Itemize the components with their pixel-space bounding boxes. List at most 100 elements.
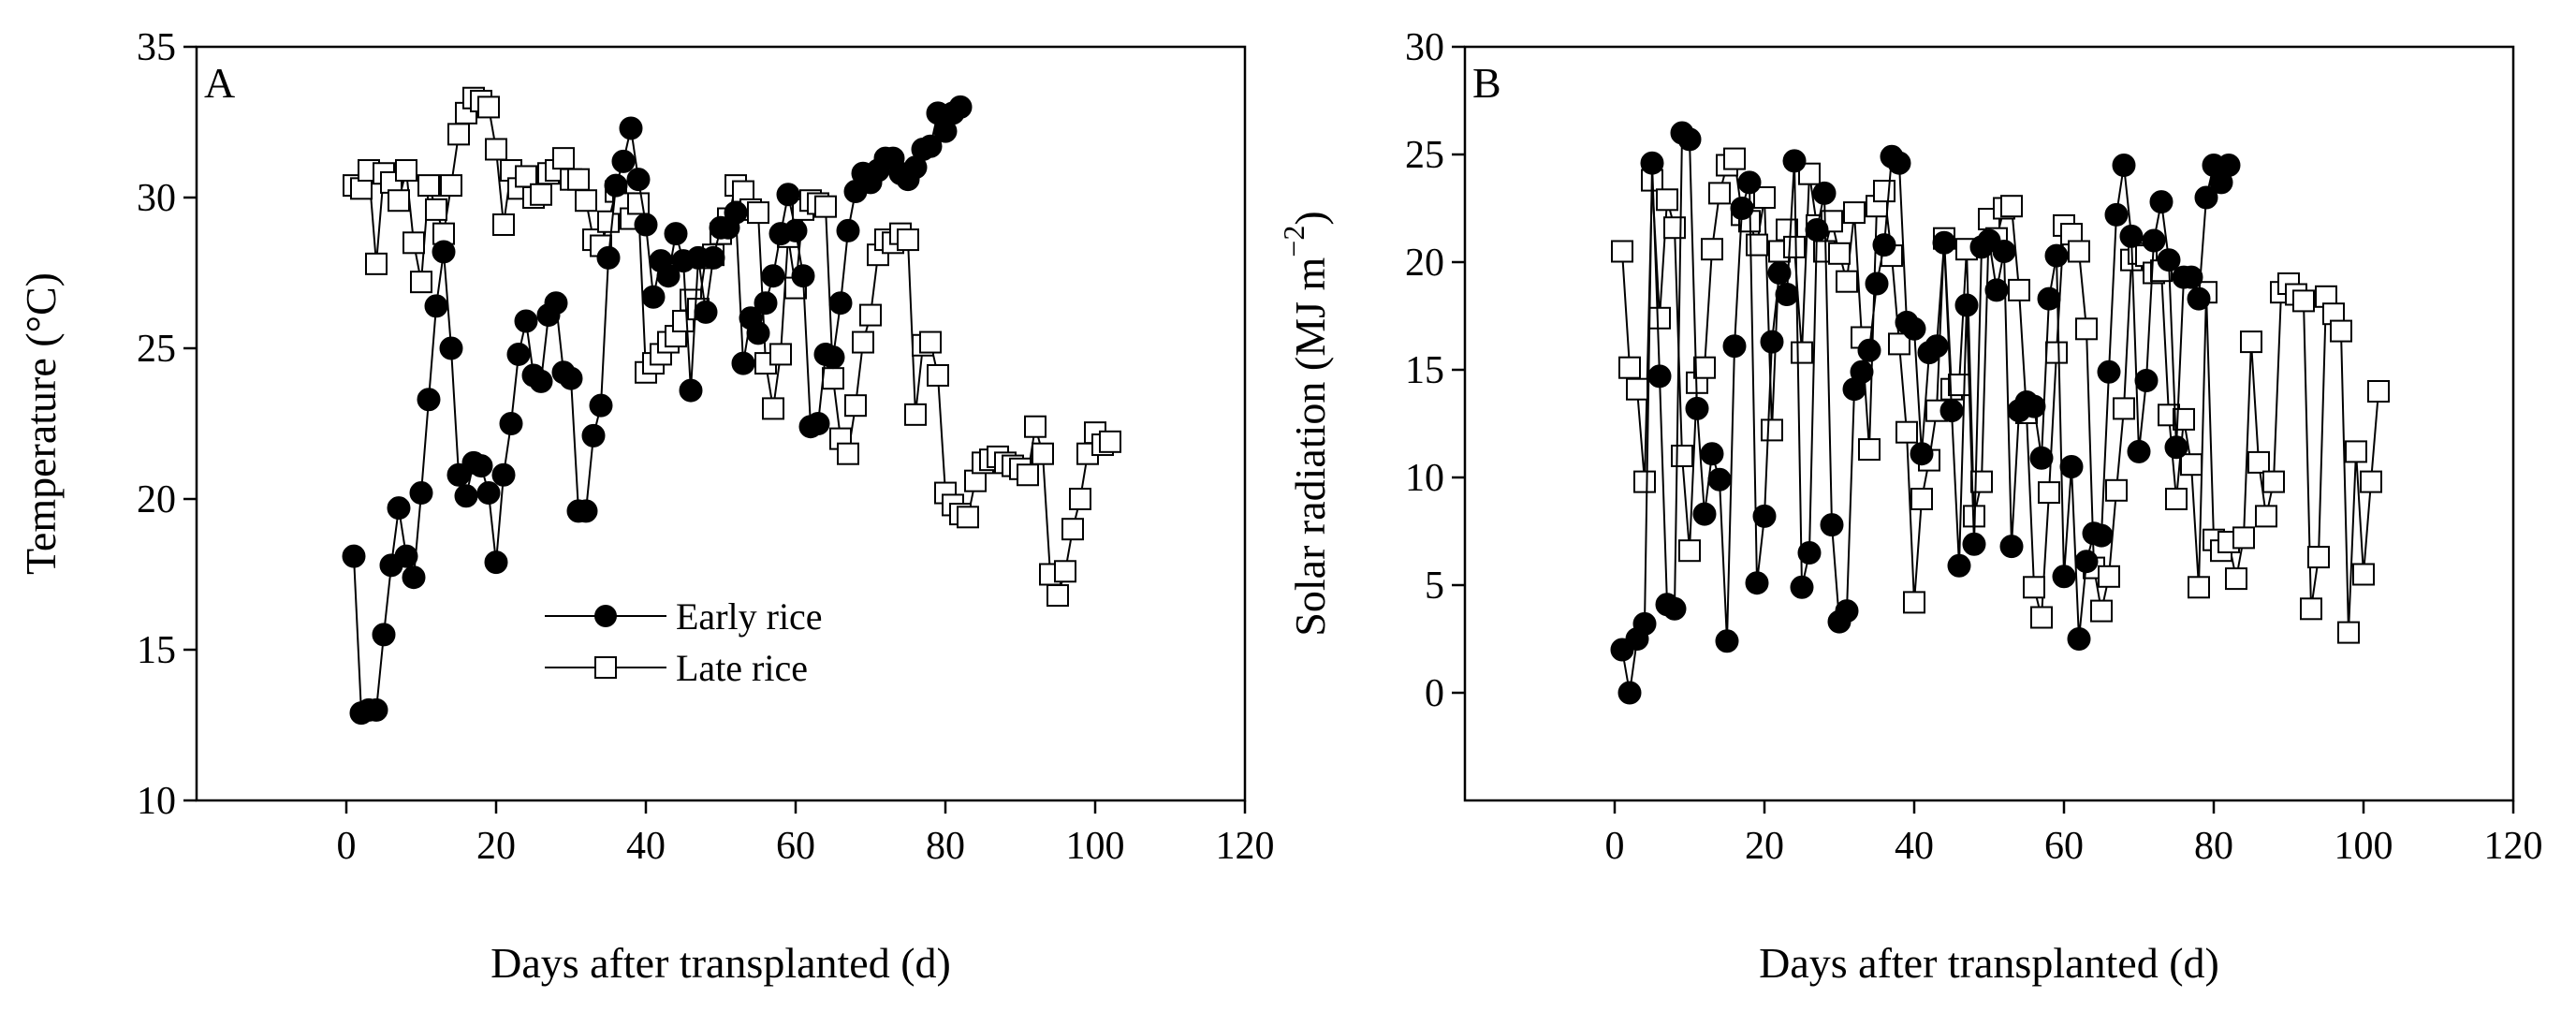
plot-frame	[1463, 45, 2515, 802]
data-point-early-rice	[596, 245, 621, 270]
panel-letter: A	[204, 59, 235, 107]
data-point-early-rice	[529, 369, 553, 393]
x-tick-label: 60	[2044, 825, 2084, 868]
x-tick-label: 60	[776, 825, 815, 868]
data-point-early-rice	[1962, 532, 1986, 556]
data-point-late-rice	[2090, 599, 2113, 623]
x-tick-label: 20	[476, 825, 516, 868]
data-point-early-rice	[1954, 293, 1979, 317]
data-point-early-rice	[821, 345, 845, 370]
x-axis-title: Days after transplanted (d)	[490, 939, 951, 987]
data-point-early-rice	[701, 245, 725, 270]
data-point-late-rice	[2008, 278, 2030, 301]
data-point-early-rice	[432, 240, 456, 264]
data-point-late-rice	[567, 168, 590, 191]
data-point-early-rice	[1730, 197, 1754, 220]
data-point-late-rice	[365, 252, 388, 275]
data-point-early-rice	[514, 309, 538, 333]
data-point-late-rice	[2098, 565, 2120, 588]
data-point-early-rice	[1805, 218, 1829, 242]
data-point-late-rice	[402, 231, 425, 255]
y-axis-title: Solar radiation (MJ m−2)	[1277, 211, 1333, 636]
data-point-late-rice	[410, 271, 432, 294]
data-point-late-rice	[1888, 332, 1910, 356]
data-point-early-rice	[1617, 681, 1642, 705]
x-tick-label: 80	[2194, 825, 2233, 868]
y-tick-label: 15	[1405, 349, 1444, 392]
data-point-late-rice	[844, 394, 867, 418]
data-point-early-rice	[1767, 261, 1792, 285]
data-point-late-rice	[1858, 438, 1881, 462]
series-line-early-rice	[1621, 130, 2230, 694]
data-point-late-rice	[440, 174, 462, 198]
data-point-late-rice	[1663, 216, 1686, 240]
data-point-early-rice	[2179, 265, 2203, 289]
panel-a-temperature: A 0 20 40 60 80 100 120 10 15 20 25 30 35 Days after t…	[17, 26, 1275, 987]
data-point-late-rice	[1910, 488, 1933, 510]
data-point-early-rice	[364, 697, 388, 722]
x-tick-label: 120	[2484, 825, 2543, 868]
data-point-early-rice	[619, 116, 643, 140]
data-point-late-rice	[1611, 240, 1633, 263]
data-point-early-rice	[1797, 541, 1822, 565]
data-point-late-rice	[388, 189, 410, 213]
data-point-late-rice	[1746, 233, 1768, 257]
data-point-early-rice	[544, 291, 568, 315]
data-point-late-rice	[1648, 306, 1671, 330]
data-point-late-rice	[485, 138, 507, 161]
data-point-late-rice	[447, 123, 470, 146]
x-tick-label: 80	[926, 825, 965, 868]
data-point-late-rice	[1017, 463, 1039, 487]
data-point-late-rice	[2292, 289, 2315, 313]
data-point-late-rice	[814, 195, 837, 218]
data-point-early-rice	[1647, 364, 1672, 389]
data-point-early-rice	[2217, 154, 2241, 177]
data-point-early-rice	[1692, 502, 1717, 526]
data-point-late-rice	[530, 183, 552, 206]
data-point-late-rice	[822, 367, 844, 390]
y-tick-label: 30	[137, 177, 176, 220]
data-point-late-rice	[2225, 567, 2247, 591]
data-point-early-rice	[1925, 334, 1949, 359]
data-point-late-rice	[747, 201, 769, 225]
data-point-late-rice	[2262, 470, 2285, 493]
data-point-late-rice	[2337, 621, 2360, 644]
panel-b-solar-radiation: B 0 20 40 60 80 100 120 0 5 10 15 20 25 30 Days after t…	[1277, 26, 2542, 987]
panel-letter: B	[1472, 59, 1501, 107]
data-point-early-rice	[2059, 455, 2084, 478]
data-point-early-rice	[2164, 435, 2188, 460]
data-point-late-rice	[1626, 377, 1648, 401]
data-point-early-rice	[1887, 151, 1911, 175]
data-point-late-rice	[1723, 147, 1746, 170]
data-point-late-rice	[2345, 440, 2367, 463]
data-point-early-rice	[2067, 627, 2091, 651]
legend-marker-early-rice	[594, 605, 617, 627]
data-point-early-rice	[731, 351, 755, 375]
data-point-early-rice	[1857, 338, 1881, 362]
data-point-late-rice	[1069, 488, 1091, 510]
data-point-late-rice	[1693, 356, 1716, 379]
data-point-late-rice	[1032, 442, 1054, 465]
data-point-early-rice	[1640, 151, 1664, 175]
data-point-early-rice	[1760, 330, 1784, 354]
data-point-late-rice	[1656, 188, 1678, 212]
data-point-late-rice	[2232, 526, 2255, 550]
y-tick-label: 30	[1405, 26, 1444, 69]
data-point-late-rice	[1873, 180, 1895, 203]
data-point-early-rice	[1850, 359, 1874, 384]
legend-label: Late rice	[676, 647, 808, 689]
data-point-early-rice	[1939, 399, 1964, 423]
data-point-late-rice	[859, 303, 882, 327]
data-point-late-rice	[2247, 450, 2270, 474]
y-tick-label: 0	[1425, 672, 1444, 715]
data-point-late-rice	[2300, 597, 2322, 621]
data-point-late-rice	[2307, 546, 2330, 569]
data-point-early-rice	[1707, 467, 1732, 491]
x-tick-label: 40	[1895, 825, 1934, 868]
data-point-early-rice	[409, 481, 433, 506]
data-point-early-rice	[469, 454, 493, 478]
x-tick-label: 40	[626, 825, 666, 868]
data-point-late-rice	[2188, 576, 2210, 599]
legend: Early rice Late rice	[545, 595, 823, 689]
data-point-early-rice	[372, 623, 396, 647]
